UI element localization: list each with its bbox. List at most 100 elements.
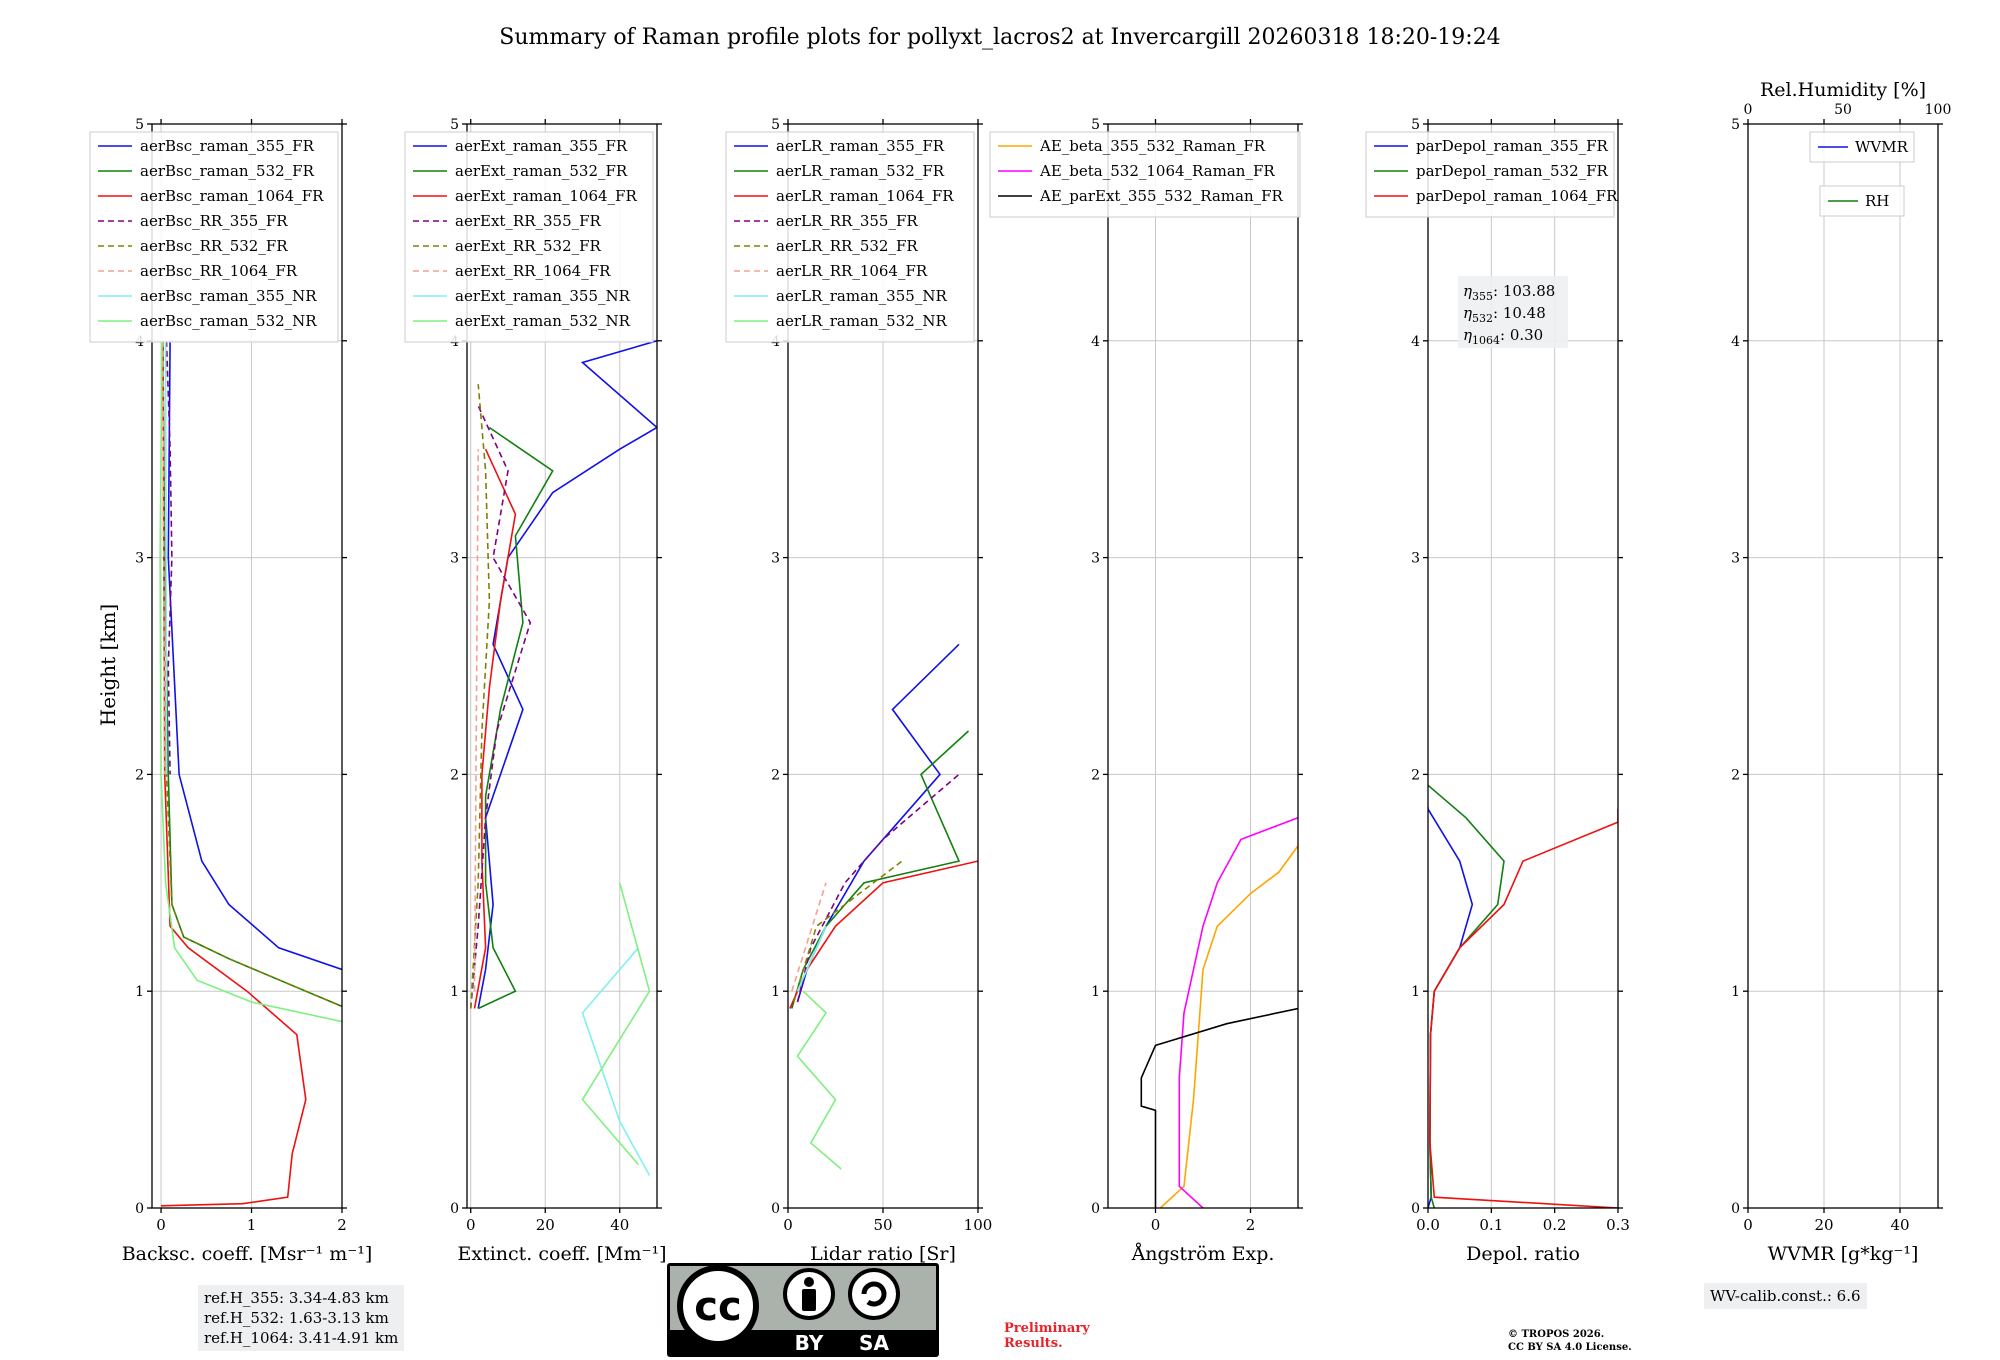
y-tick-label: 3 — [1731, 551, 1740, 567]
legend-label: aerExt_raman_532_FR — [455, 162, 628, 180]
y-tick-label: 1 — [135, 984, 144, 1000]
y-tick-label: 1 — [1091, 984, 1100, 1000]
ref-height-355: ref.H_355: 3.34-4.83 km — [204, 1289, 389, 1307]
y-tick-label: 3 — [1091, 551, 1100, 567]
lidar-ratio-panel: 012345050100Lidar ratio [Sr]aerLR_raman_… — [725, 117, 993, 1265]
by-label: BY — [795, 1331, 824, 1355]
legend-box — [89, 131, 339, 343]
legend-label: aerExt_raman_355_FR — [455, 137, 628, 155]
legend: parDepol_raman_355_FR parDepol_raman_532_… — [1365, 131, 1618, 218]
legend-label: AE_beta_355_532_Raman_FR — [1039, 137, 1266, 155]
y-tick-label: 0 — [1411, 1201, 1420, 1217]
y-tick-label: 3 — [450, 551, 459, 567]
legend-label: aerExt_RR_532_FR — [455, 237, 602, 255]
legend-label: aerBsc_RR_532_FR — [140, 237, 288, 255]
y-tick-label: 2 — [771, 767, 780, 783]
series-line-aerBsc_RR_355_FR — [165, 340, 173, 775]
cc-logo-text: cc — [694, 1284, 741, 1330]
series-line-aerLR_RR_532_FR — [792, 860, 903, 1003]
top-tick-label: 0 — [1744, 102, 1753, 118]
legend: WVMR RH — [1809, 131, 1915, 217]
legend-box — [404, 131, 654, 343]
x-axis-label: WVMR [g*kg⁻¹] — [1768, 1243, 1919, 1265]
legend-label: aerExt_raman_1064_FR — [455, 187, 637, 205]
legend-label: aerBsc_raman_1064_FR — [140, 187, 324, 205]
ref-height-1064: ref.H_1064: 3.41-4.91 km — [204, 1329, 399, 1347]
x-tick-label: 0 — [466, 1216, 476, 1234]
series-line-aerExt_raman_355_NR — [581, 947, 651, 1176]
preliminary-results-note: Preliminary Results. — [1004, 1321, 1090, 1351]
preliminary-line-1: Preliminary — [1004, 1321, 1090, 1336]
x-tick-label: 0.2 — [1543, 1216, 1567, 1234]
legend-label: aerBsc_raman_532_FR — [140, 162, 315, 180]
axes-frame — [1107, 123, 1299, 1209]
cc-by-sa-license-badge: cc BY SA — [667, 1263, 939, 1357]
legend-label: aerBsc_RR_1064_FR — [140, 262, 298, 280]
series-line-aerLR_RR_1064_FR — [791, 882, 827, 992]
y-tick-label: 5 — [135, 117, 144, 133]
x-tick-label: 0 — [1743, 1216, 1753, 1234]
y-tick-label: 4 — [1411, 334, 1420, 350]
y-tick-label: 4 — [1091, 334, 1100, 350]
series-group — [789, 643, 978, 1170]
series-line-aerExt_raman_355_FR — [477, 340, 657, 1009]
backscatter-panel: 012345012Backsc. coeff. [Msr⁻¹ m⁻¹]aerBs… — [89, 117, 373, 1265]
legend-label: aerLR_RR_355_FR — [776, 212, 918, 230]
legend-label: AE_beta_532_1064_Raman_FR — [1039, 162, 1275, 180]
angstrom-panel: 0 1 2 3 4 5 0 2 Ångström Exp. AE_beta_355_532_Ram… — [989, 117, 1303, 1265]
figure-title: Summary of Raman profile plots for polly… — [499, 25, 1500, 50]
legend-label: aerLR_RR_1064_FR — [776, 262, 928, 280]
y-tick-label: 2 — [450, 767, 459, 783]
legend-label: parDepol_raman_532_FR — [1416, 162, 1609, 180]
series-group — [469, 340, 657, 1176]
height-axis-label: Height [km] — [96, 604, 120, 726]
legend: aerBsc_raman_355_FR aerBsc_raman_532_FRae… — [89, 131, 339, 343]
x-tick-label: 50 — [873, 1216, 892, 1234]
series-group — [1140, 817, 1298, 1208]
wv-calibration-note: WV-calib.const.: 6.6 — [1704, 1283, 1867, 1309]
legend-label: aerExt_RR_355_FR — [455, 212, 602, 230]
copyright-note: © TROPOS 2026. CC BY SA 4.0 License. — [1508, 1328, 1632, 1354]
series-group — [159, 340, 342, 1207]
legend-label: parDepol_raman_355_FR — [1416, 137, 1609, 155]
series-line-aerExt_raman_532_NR — [581, 882, 651, 1166]
series-line-parDepol_raman_355_FR — [1428, 806, 1474, 1208]
y-tick-label: 5 — [450, 117, 459, 133]
depolarization-panel: 0 1 2 3 4 5 0.0 0.1 0.2 0.3 Depol. ratio parDepol_r… — [1365, 117, 1630, 1265]
x-tick-label: 0.0 — [1416, 1216, 1440, 1234]
y-tick-label: 1 — [1411, 984, 1420, 1000]
x-tick-label: 20 — [1814, 1216, 1833, 1234]
series-line-aerBsc_raman_532_FR — [162, 340, 342, 1008]
series-line-aerLR_RR_355_FR — [796, 773, 960, 1003]
x-tick-label: 0 — [783, 1216, 793, 1234]
legend-label: aerExt_raman_532_NR — [455, 312, 631, 330]
series-line-aerLR_raman_355_NR — [796, 925, 827, 992]
copyright-line-1: © TROPOS 2026. — [1508, 1329, 1605, 1340]
legend-box — [725, 131, 975, 343]
x-tick-label: 20 — [536, 1216, 555, 1234]
legend-label: aerLR_RR_532_FR — [776, 237, 918, 255]
axes-frame — [151, 123, 343, 1209]
legend-label: aerLR_raman_1064_FR — [776, 187, 954, 205]
x-tick-label: 2 — [1246, 1216, 1256, 1234]
series-line-aerExt_raman_532_FR — [477, 426, 554, 1010]
x-axis-label: Lidar ratio [Sr] — [810, 1243, 956, 1265]
axes-frame — [466, 123, 658, 1209]
y-tick-label: 1 — [1731, 984, 1740, 1000]
x-tick-label: 100 — [964, 1216, 993, 1234]
y-tick-label: 2 — [1731, 767, 1740, 783]
y-tick-label: 1 — [771, 984, 780, 1000]
y-tick-label: 0 — [135, 1201, 144, 1217]
legend-label: aerExt_RR_1064_FR — [455, 262, 611, 280]
series-line-aerBsc_RR_1064_FR — [162, 340, 166, 775]
series-line-parDepol_raman_1064_FR — [1429, 809, 1618, 1208]
legend-label: aerLR_raman_355_NR — [776, 287, 947, 305]
y-tick-label: 3 — [1411, 551, 1420, 567]
axes-frame — [1747, 123, 1939, 1209]
series-line-AE_beta_532_1064_Raman_FR — [1178, 817, 1298, 1208]
x-axis-label: Backsc. coeff. [Msr⁻¹ m⁻¹] — [122, 1243, 373, 1265]
x-tick-label: 0 — [1151, 1216, 1161, 1234]
